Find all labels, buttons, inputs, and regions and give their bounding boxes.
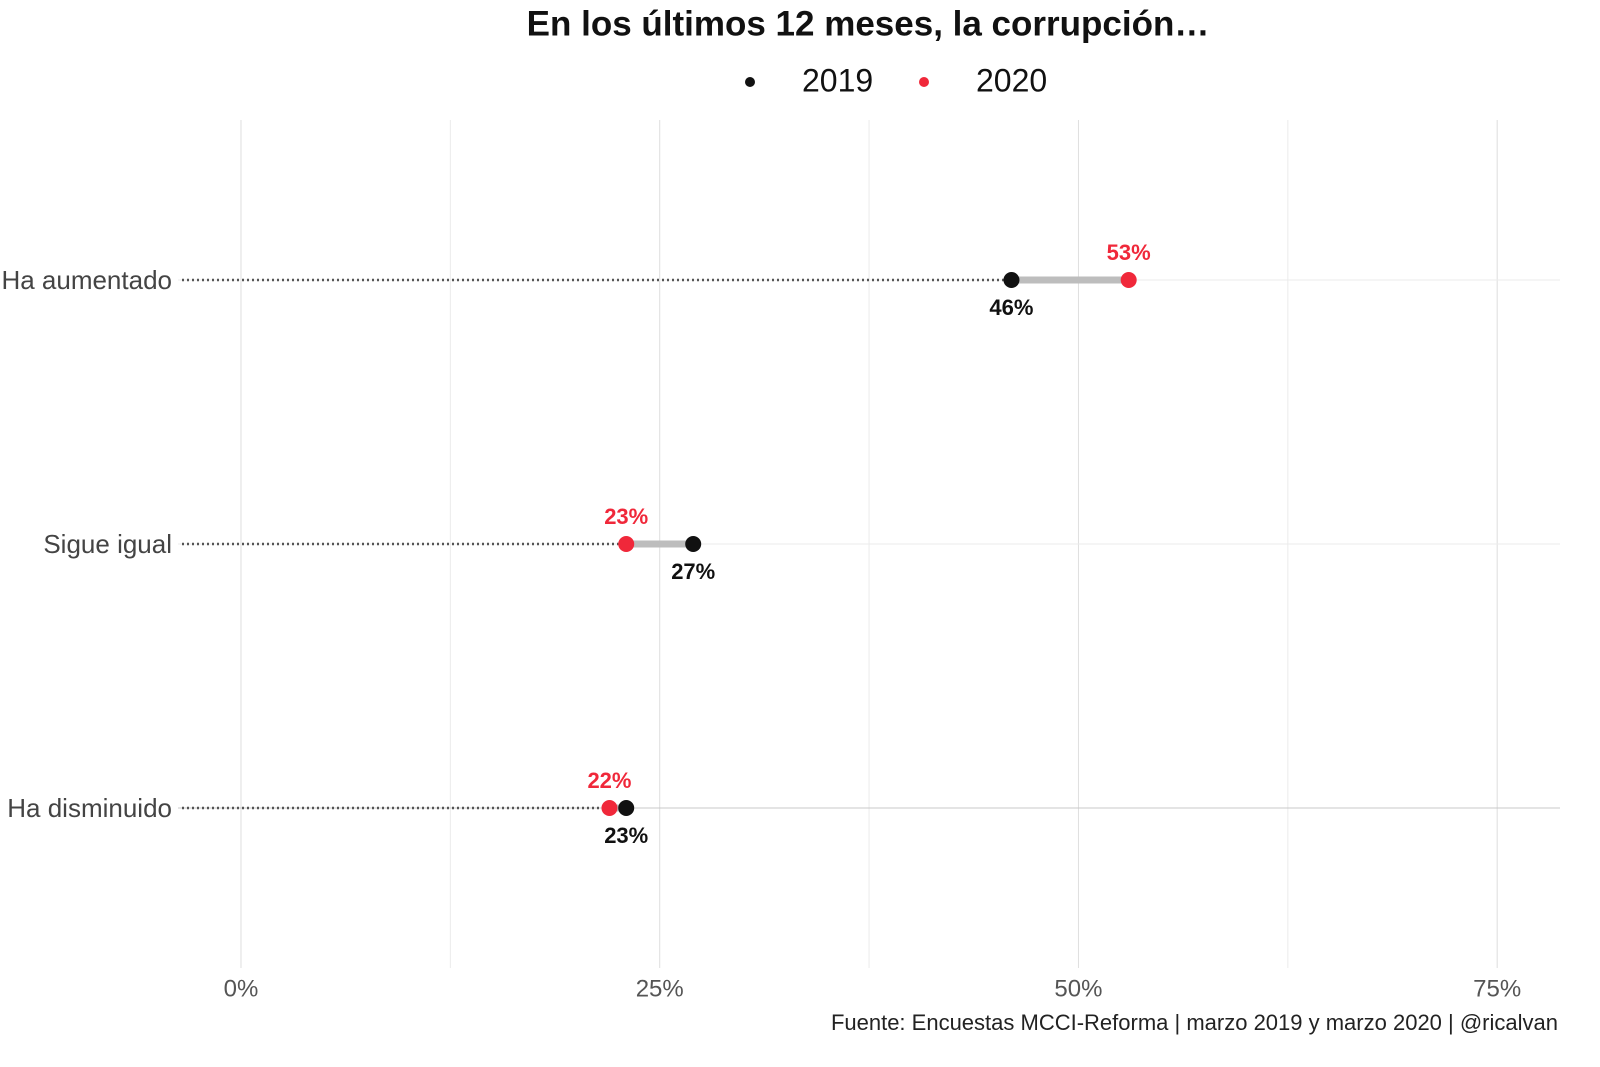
value-label: 53% bbox=[1107, 240, 1151, 265]
dot bbox=[618, 800, 635, 816]
x-tick-label: 50% bbox=[1054, 975, 1102, 1002]
value-label: 23% bbox=[604, 823, 648, 848]
x-tick-label: 25% bbox=[636, 975, 684, 1002]
value-label: 46% bbox=[989, 295, 1033, 320]
value-label: 22% bbox=[587, 768, 631, 793]
y-tick-label: Sigue igual bbox=[43, 529, 172, 559]
dot bbox=[601, 800, 618, 816]
value-label: 23% bbox=[604, 504, 648, 529]
x-tick-label: 0% bbox=[224, 975, 259, 1002]
legend-marker bbox=[919, 77, 929, 87]
y-tick-label: Ha aumentado bbox=[1, 265, 172, 295]
dot bbox=[1120, 272, 1137, 288]
dot bbox=[685, 536, 702, 552]
y-tick-label: Ha disminuido bbox=[7, 793, 172, 823]
dot bbox=[618, 536, 635, 552]
legend-label: 2020 bbox=[976, 62, 1047, 98]
legend-marker bbox=[745, 77, 755, 87]
caption: Fuente: Encuestas MCCI-Reforma | marzo 2… bbox=[831, 1010, 1558, 1035]
value-label: 27% bbox=[671, 559, 715, 584]
x-tick-label: 75% bbox=[1473, 975, 1521, 1002]
dot bbox=[1003, 272, 1020, 288]
chart-title: En los últimos 12 meses, la corrupción… bbox=[527, 4, 1210, 43]
legend-label: 2019 bbox=[802, 62, 873, 98]
